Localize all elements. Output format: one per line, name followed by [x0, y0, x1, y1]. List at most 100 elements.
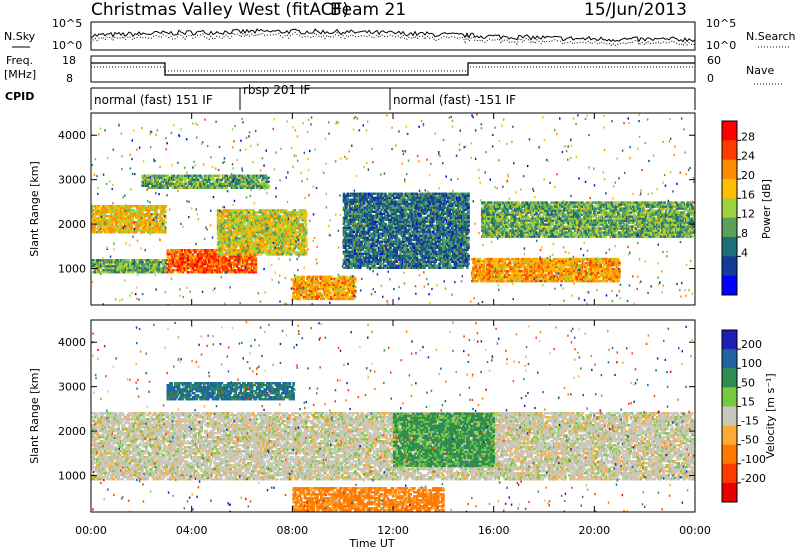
power-cell — [229, 213, 232, 216]
power-cell — [104, 231, 108, 234]
power-cell — [235, 235, 239, 238]
power-cell — [357, 238, 361, 241]
power-cell — [365, 200, 368, 203]
power-cell — [367, 192, 371, 195]
power-cell — [166, 174, 170, 177]
power-cell — [223, 221, 226, 224]
power-cell — [352, 234, 356, 237]
power-cell — [238, 184, 241, 187]
power-cell — [359, 224, 362, 227]
power-cell — [330, 275, 333, 279]
power-cell — [98, 261, 102, 264]
power-cell — [365, 222, 368, 225]
power-cell — [350, 220, 353, 223]
power-cell — [146, 184, 149, 187]
power-cell — [355, 234, 358, 237]
power-cell — [391, 244, 395, 247]
power-cell — [263, 239, 266, 242]
power-cell — [282, 215, 285, 218]
power-cell — [287, 229, 290, 232]
power-cell — [125, 213, 128, 216]
power-cell — [365, 204, 368, 207]
power-cell — [103, 221, 107, 224]
power-cell — [318, 291, 322, 295]
noise-right-tick-top: 10^5 — [706, 17, 736, 30]
power-cell — [243, 255, 246, 258]
power-cell — [93, 225, 97, 228]
power-cell — [299, 247, 303, 250]
power-cell — [160, 207, 163, 210]
power-cell — [141, 261, 144, 264]
power-cell — [372, 246, 376, 249]
power-cell — [328, 281, 332, 285]
power-cell — [276, 229, 279, 232]
power-cell — [107, 209, 110, 212]
power-cell — [258, 227, 261, 230]
power-cell — [230, 182, 234, 185]
power-cell — [342, 198, 346, 201]
power-cell — [361, 196, 365, 199]
power-cell — [229, 265, 232, 268]
noise-left-tick-top: 10^5 — [52, 17, 82, 30]
power-cell — [388, 218, 391, 221]
power-cell — [189, 255, 192, 258]
power-cell — [389, 244, 392, 247]
power-cell — [264, 174, 268, 177]
power-cell — [242, 249, 245, 252]
power-cell — [374, 238, 377, 241]
power-cell — [384, 260, 387, 263]
power-cell — [252, 249, 255, 252]
power-cell — [237, 253, 240, 256]
power-cell — [179, 259, 182, 262]
power-cell — [255, 253, 259, 256]
power-cell — [254, 265, 258, 268]
power-cell — [287, 215, 290, 218]
power-cell — [162, 219, 166, 222]
power-cell — [362, 228, 366, 231]
power-cell — [362, 236, 366, 239]
power-cell — [142, 217, 146, 220]
power-cell — [108, 223, 112, 226]
power-cell — [269, 221, 273, 224]
power-cell — [355, 264, 358, 267]
power-cell — [182, 263, 186, 266]
power-cell — [355, 236, 358, 239]
power-cell — [350, 260, 353, 263]
power-cell — [133, 213, 137, 216]
power-cell — [198, 255, 201, 258]
power-cell — [365, 236, 368, 239]
power-cell — [164, 271, 167, 274]
power-cell — [396, 256, 400, 259]
power-cell — [342, 289, 346, 293]
power-cell — [221, 231, 225, 234]
power-cell — [342, 222, 346, 225]
power-cell — [316, 275, 319, 279]
power-cell — [111, 231, 114, 234]
freq-tick-top: 18 — [62, 54, 76, 67]
power-cell — [239, 225, 243, 228]
power-cell — [381, 248, 385, 251]
power-cell — [349, 246, 352, 249]
power-cell — [367, 232, 371, 235]
power-cell — [177, 174, 181, 177]
power-cell — [111, 221, 114, 224]
power-cell — [341, 277, 344, 281]
power-cell — [337, 289, 341, 293]
freq-label-2: [MHz] — [4, 68, 36, 81]
power-cell — [301, 223, 304, 226]
power-cell — [382, 224, 386, 227]
power-cell — [189, 251, 192, 254]
power-cell — [259, 215, 263, 218]
power-cell — [99, 225, 103, 228]
power-cell — [130, 211, 133, 214]
power-cell — [362, 200, 366, 203]
power-cell — [254, 211, 258, 214]
power-cell — [362, 240, 366, 243]
power-cell — [258, 176, 261, 179]
power-cell — [311, 295, 314, 299]
power-cell — [379, 264, 382, 267]
power-cell — [140, 229, 143, 232]
power-cell — [166, 263, 170, 266]
power-cell — [107, 207, 110, 210]
power-cell — [223, 257, 226, 260]
